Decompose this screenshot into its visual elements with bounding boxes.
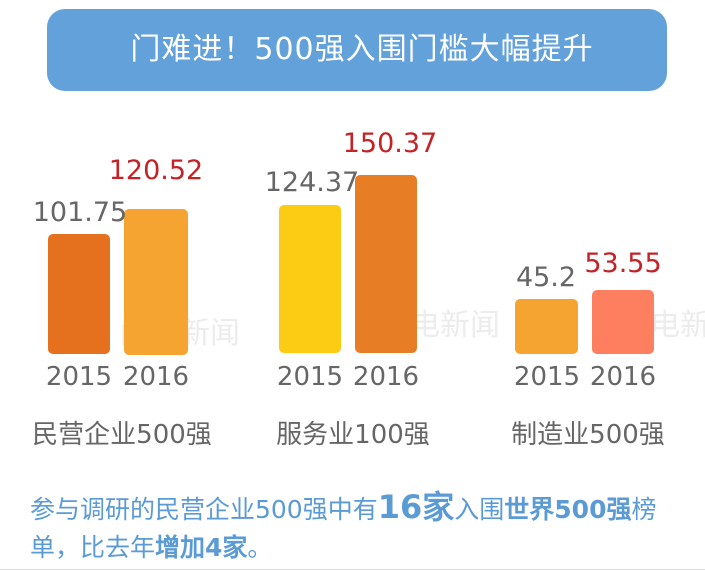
value-label-2016: 53.55 (584, 248, 662, 279)
footer-highlight-increase: 增加4家 (155, 533, 248, 562)
page-title: 门难进！500强入围门槛大幅提升 (130, 32, 594, 67)
footer-note: 参与调研的民营企业500强中有16家入围世界500强榜单，比去年增加4家。 (30, 488, 690, 567)
bar-2016 (355, 175, 417, 353)
value-label-2016: 150.37 (342, 128, 438, 159)
bar-2016 (592, 290, 654, 354)
year-label: 2016 (122, 362, 190, 392)
year-label: 2015 (513, 362, 581, 392)
year-label: 2015 (45, 362, 113, 392)
year-label: 2015 (276, 362, 344, 392)
value-label-2015: 45.2 (515, 262, 577, 293)
bar-2015 (279, 205, 341, 353)
year-label: 2016 (352, 362, 420, 392)
value-label-2016: 120.52 (108, 155, 204, 186)
value-label-2015: 101.75 (32, 197, 128, 228)
group-label: 民营企业500强 (32, 420, 212, 450)
footer-text: 参与调研的民营企业500强中有 (30, 495, 378, 524)
bar-2015 (515, 299, 578, 354)
bar-2015 (48, 234, 110, 354)
footer-text: 榜单，比去年 (30, 495, 657, 562)
footer-text: 。 (247, 533, 273, 562)
footer-highlight-list: 世界500强 (504, 495, 632, 524)
footer-highlight-count: 16家 (377, 488, 455, 526)
value-label-2015: 124.37 (264, 167, 360, 198)
group-label: 服务业100强 (276, 420, 430, 450)
title-banner: 门难进！500强入围门槛大幅提升 (47, 9, 667, 91)
year-label: 2016 (589, 362, 657, 392)
group-label: 制造业500强 (511, 420, 665, 450)
bar-2016 (124, 209, 188, 355)
footer-text: 入围 (454, 495, 505, 524)
